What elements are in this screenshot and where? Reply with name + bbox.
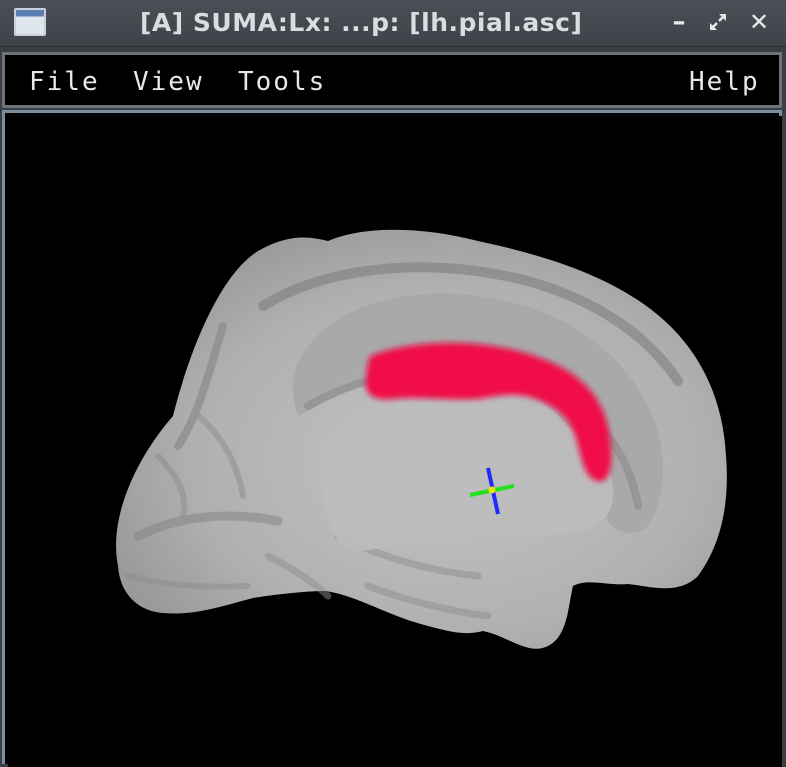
crosshair-cursor [469, 467, 515, 515]
cingulate-sulcus [258, 262, 683, 386]
roi-patch [365, 342, 612, 482]
minimize-icon[interactable]: – [672, 7, 686, 37]
surface-viewer-canvas[interactable] [8, 116, 782, 767]
brain-surface-render[interactable] [8, 116, 782, 767]
medial-wall [320, 402, 614, 551]
window-title: [A] SUMA:Lx: ...p: [lh.pial.asc] [140, 8, 583, 37]
title-bar[interactable]: [A] SUMA:Lx: ...p: [lh.pial.asc] – ✕ [0, 0, 786, 47]
menu-help[interactable]: Help [689, 67, 760, 97]
window-menu-icon[interactable] [14, 8, 46, 36]
menu-bar: File View Tools Help [2, 52, 782, 108]
maximize-icon[interactable] [703, 7, 733, 37]
occipital-folds [125, 413, 251, 590]
calcarine-sulcus [133, 511, 283, 541]
viewer-frame [2, 110, 782, 767]
menu-file[interactable]: File [29, 67, 100, 97]
menu-tools[interactable]: Tools [238, 67, 327, 97]
menu-view[interactable]: View [133, 67, 204, 97]
close-icon[interactable]: ✕ [748, 8, 770, 36]
parieto-occipital-sulcus [174, 322, 227, 450]
